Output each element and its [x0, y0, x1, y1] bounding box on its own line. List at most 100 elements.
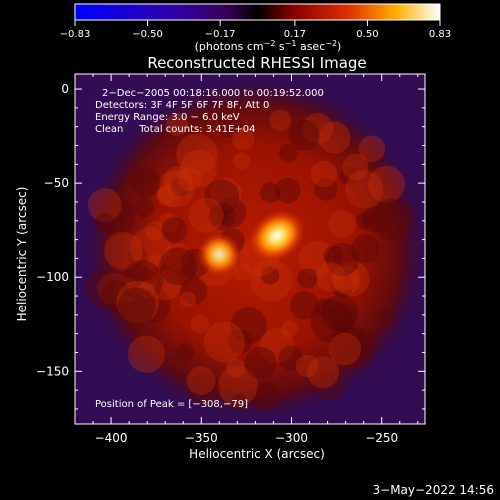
emission-blob [330, 274, 354, 298]
emission-blob [325, 242, 360, 277]
emission-blob [180, 291, 197, 308]
emission-blob [156, 186, 175, 205]
emission-blob [339, 166, 359, 185]
emission-blob [101, 280, 131, 309]
y-axis-ticks: 0 −50 −100 −150 [36, 82, 425, 410]
emission-blob [104, 231, 143, 270]
emission-blob [87, 188, 122, 223]
emission-blob [85, 268, 127, 310]
annotation-clean: Clean Total counts: 3.41E+04 [95, 124, 255, 135]
emission-blob [127, 246, 148, 266]
emission-blob [345, 170, 384, 209]
colorbar-tick-label: −0.17 [205, 29, 236, 40]
y-tick-label: −150 [36, 364, 69, 378]
emission-blob [280, 320, 298, 338]
emission-blob [334, 327, 376, 369]
x-tick-label: −350 [185, 431, 218, 445]
emission-blob [204, 179, 240, 215]
emission-blob [244, 346, 277, 379]
emission-blob [368, 165, 405, 203]
colorbar-ticks [74, 20, 441, 26]
colorbar-tick-label: −0.50 [132, 29, 163, 40]
annotation-detectors: Detectors: 3F 4F 5F 6F 7F 8F, Att 0 [95, 100, 269, 111]
annotation-energy: Energy Range: 3.0 − 6.0 keV [95, 112, 240, 123]
emission-blob [318, 121, 351, 154]
emission-blob [328, 332, 361, 366]
colorbar-tick-label: 0.17 [284, 29, 306, 40]
emission-blob [231, 394, 248, 411]
noise-blobs [85, 109, 415, 412]
emission-blob [217, 113, 242, 138]
emission-blob [186, 366, 216, 396]
emission-blob [165, 113, 189, 136]
emission-blob [372, 198, 415, 241]
y-tick-label: 0 [61, 82, 69, 96]
colorbar-unit: (photons cm−2 s−1 asec−2) [195, 39, 342, 53]
colorbar-tick-labels: −0.83 −0.50 −0.17 0.17 0.50 0.83 [60, 29, 451, 40]
emission-blob [314, 177, 338, 201]
emission-blob [163, 242, 191, 271]
x-axis-ticks: −400 −350 −300 −250 [92, 74, 419, 445]
annotation-time: 2−Dec−2005 00:18:16.000 to 00:19:52.000 [102, 88, 324, 99]
emission-blob [288, 119, 320, 151]
emission-blob [307, 356, 340, 389]
emission-blob [331, 265, 361, 295]
emission-blob [135, 288, 171, 324]
image-area [75, 74, 425, 424]
emission-blob [146, 254, 163, 272]
emission-blob [176, 133, 218, 175]
emission-blob [261, 266, 280, 285]
emission-blob [279, 144, 298, 163]
emission-blob [232, 127, 255, 151]
emission-blob [116, 280, 160, 324]
x-tick-label: −400 [95, 431, 128, 445]
emission-blob [334, 261, 370, 297]
emission-blob [274, 177, 301, 204]
emission-blob [210, 177, 242, 210]
colorbar [74, 3, 441, 21]
emission-blob [290, 290, 319, 320]
emission-blob [134, 198, 154, 218]
emission-blob [217, 365, 258, 406]
emission-blob [295, 354, 319, 378]
emission-blob [259, 327, 295, 364]
emission-blob [113, 277, 139, 303]
emission-blob [175, 343, 195, 362]
emission-blob [209, 205, 229, 225]
emission-blob [95, 195, 136, 236]
emission-blob [315, 261, 346, 292]
footer-date: 3−May−2022 14:56 [373, 483, 495, 497]
peak-position-label: Position of Peak = [−308,−79] [95, 399, 248, 410]
emission-blob [117, 287, 156, 325]
emission-blob [278, 345, 304, 371]
emission-blob [233, 263, 252, 281]
emission-blob [187, 373, 221, 407]
plot-frame [74, 73, 426, 425]
emission-blob [163, 165, 193, 195]
emission-blob [159, 247, 198, 286]
emission-blob [351, 234, 380, 264]
emission-blob [356, 212, 374, 230]
emission-blob [310, 160, 338, 188]
emission-blob [180, 277, 208, 305]
emission-blob [331, 265, 358, 292]
emission-blob [107, 288, 136, 318]
emission-blob [216, 197, 247, 228]
emission-blob [227, 328, 253, 354]
emission-blob [208, 202, 237, 231]
emission-blob [180, 149, 218, 187]
emission-blob [298, 240, 335, 277]
emission-blob [314, 298, 334, 318]
peak-source [248, 209, 306, 262]
emission-blob [358, 135, 386, 163]
emission-blob [157, 183, 182, 208]
secondary-source [197, 232, 242, 277]
emission-blob [95, 212, 114, 232]
emission-blob [327, 209, 356, 239]
colorbar-tick-label: 0.50 [356, 29, 378, 40]
y-tick-label: −50 [44, 176, 69, 190]
emission-blob [225, 358, 246, 378]
x-axis-label: Heliocentric X (arcsec) [189, 447, 325, 461]
emission-blob [177, 166, 203, 192]
